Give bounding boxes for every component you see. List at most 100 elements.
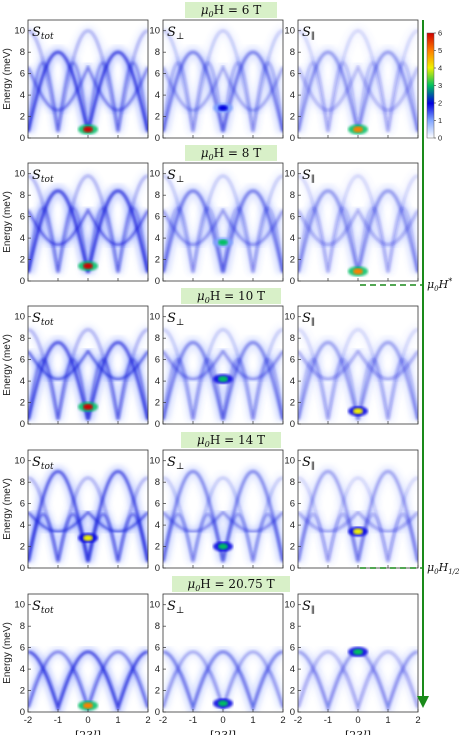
field-markers: μ0H*μ0H1/2 xyxy=(360,20,460,708)
y-tick-label: 10 xyxy=(14,456,25,467)
y-tick-label: 8 xyxy=(290,190,295,201)
y-tick-label: 2 xyxy=(155,398,160,409)
x-axis-label: [23l] xyxy=(75,729,101,735)
y-tick-label: 0 xyxy=(20,133,25,144)
field-marker-sub2: 1/2 xyxy=(448,568,460,576)
column-label-sub: tot xyxy=(41,318,54,328)
band-line xyxy=(28,348,148,381)
heatmap-panel: S∥ 0 2 4 6 8 10 xyxy=(284,162,419,287)
y-tick-label: 8 xyxy=(155,190,160,201)
band-line xyxy=(298,358,418,420)
hot-spot-core xyxy=(353,648,363,655)
column-label-sub: tot xyxy=(41,32,54,42)
column-label: Stot xyxy=(32,599,54,616)
field-marker-label: μ0H* xyxy=(427,277,452,293)
y-tick-label: 0 xyxy=(290,276,295,287)
column-label-main: S xyxy=(302,25,311,40)
field-title: μ0H = 6 T xyxy=(201,3,262,19)
heatmap-panel: Stot 0 2 4 6 8 10 xyxy=(14,19,149,144)
column-label-sub: tot xyxy=(41,175,54,185)
column-label-main: S xyxy=(167,25,176,40)
column-label: Stot xyxy=(32,168,54,185)
band-line xyxy=(163,358,283,420)
band-line xyxy=(163,348,283,381)
column-label-sub: tot xyxy=(41,462,54,472)
y-tick-label: 4 xyxy=(20,233,25,244)
hot-spot-core xyxy=(83,403,93,410)
column-label-sub: ⊥ xyxy=(176,318,184,328)
x-axis-label-b: l xyxy=(228,729,232,735)
x-axis-label-b: l xyxy=(363,729,367,735)
y-tick-label: 8 xyxy=(20,190,25,201)
hot-spot-core xyxy=(218,375,228,382)
band-line xyxy=(163,207,283,246)
column-label-sub: ⊥ xyxy=(176,606,184,616)
column-label-sub: tot xyxy=(41,606,54,616)
band-line xyxy=(163,510,283,533)
heatmap-panel: Stot 0 2 4 6 8 10 xyxy=(14,162,149,287)
y-tick-label: 10 xyxy=(149,600,160,611)
x-tick-label: 2 xyxy=(415,715,420,726)
y-tick-label: 0 xyxy=(155,563,160,574)
y-tick-label: 6 xyxy=(155,499,160,510)
y-tick-label: 0 xyxy=(155,707,160,718)
y-tick-label: 6 xyxy=(290,355,295,366)
y-tick-label: 8 xyxy=(155,333,160,344)
y-axis-label: Energy (meV) xyxy=(2,191,13,253)
band-line xyxy=(163,476,283,562)
heatmap-panel: S⊥ 0 2 4 6 8 10 xyxy=(149,305,284,430)
column-label: S∥ xyxy=(302,311,315,328)
panel-content xyxy=(163,324,283,422)
field-banner xyxy=(181,288,281,304)
y-tick-label: 0 xyxy=(290,707,295,718)
field-marker-mu: μ xyxy=(427,561,434,574)
x-axis-label-c: ] xyxy=(367,729,371,735)
hot-spot-core xyxy=(218,543,228,550)
column-label-main: S xyxy=(32,25,41,40)
y-tick-label: 10 xyxy=(14,26,25,37)
y-tick-label: 6 xyxy=(20,499,25,510)
column-label: S⊥ xyxy=(167,25,184,42)
y-tick-label: 4 xyxy=(20,90,25,101)
y-tick-label: 6 xyxy=(290,212,295,223)
field-marker-sup: * xyxy=(448,277,452,286)
band-line xyxy=(163,174,283,273)
field-banner xyxy=(185,2,277,18)
field-marker-sub: 0 xyxy=(434,568,439,576)
hot-spot-core xyxy=(83,534,93,541)
field-title-sub: 0 xyxy=(205,440,210,449)
y-tick-label: 4 xyxy=(155,376,160,387)
x-tick-label: 2 xyxy=(280,715,285,726)
column-label: S∥ xyxy=(302,599,315,616)
field-title: μ0H = 14 T xyxy=(197,433,265,449)
field-marker-mu: μ xyxy=(427,278,434,291)
y-tick-label: 4 xyxy=(155,90,160,101)
hot-spot-core xyxy=(83,702,93,709)
hot-spot-core xyxy=(218,239,228,246)
column-label-main: S xyxy=(167,455,176,470)
x-axis-label-c: ] xyxy=(232,729,236,735)
panel-content xyxy=(163,171,283,274)
hot-spot-core xyxy=(353,408,363,415)
heatmap-panel: Stot 0 2 4 6 8 10 xyxy=(14,449,149,574)
y-tick-label: 10 xyxy=(149,26,160,37)
field-marker-text: H xyxy=(438,278,449,291)
panel-content xyxy=(163,465,283,563)
band-line xyxy=(28,476,148,562)
column-label-sub: ∥ xyxy=(311,31,315,42)
y-tick-label: 2 xyxy=(155,686,160,697)
field-title-text: H = 8 T xyxy=(214,146,262,160)
y-axis-label: Energy (meV) xyxy=(2,48,13,110)
column-label: Stot xyxy=(32,311,54,328)
y-tick-label: 6 xyxy=(20,643,25,654)
hot-spot-core xyxy=(353,528,363,535)
y-tick-label: 2 xyxy=(290,542,295,553)
x-tick-label: -2 xyxy=(159,715,167,726)
colorbar-tick-label: 4 xyxy=(438,64,442,73)
band-line xyxy=(28,174,148,273)
x-tick-label: -2 xyxy=(24,715,32,726)
column-label-sub: ⊥ xyxy=(176,462,184,472)
field-banner xyxy=(185,145,277,161)
y-tick-label: 8 xyxy=(20,621,25,632)
y-tick-label: 8 xyxy=(155,477,160,488)
